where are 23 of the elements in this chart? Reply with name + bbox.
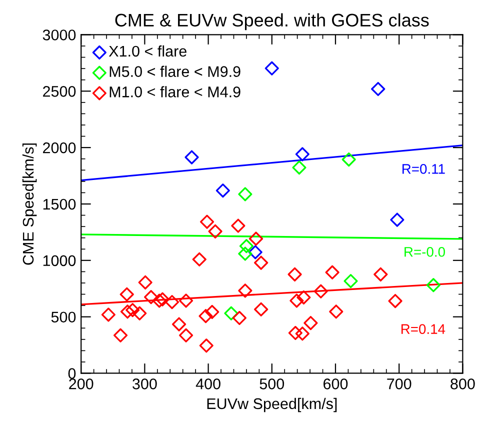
legend-label: M5.0 < flare < M9.9 bbox=[110, 66, 240, 77]
chart-title: CME & EUVw Speed. with GOES class bbox=[115, 13, 429, 30]
x-tick-label: 700 bbox=[387, 378, 412, 390]
x-axis-title: EUVw Speed[km/s] bbox=[207, 398, 337, 412]
annotation: R=-0.0 bbox=[404, 246, 445, 257]
y-axis-title: CME Speed[km/s] bbox=[22, 144, 37, 265]
x-tick-label: 500 bbox=[260, 378, 284, 390]
x-tick-label: 400 bbox=[196, 378, 220, 390]
y-tick-label: 3000 bbox=[42, 30, 76, 40]
legend-label: M1.0 < flare < M4.9 bbox=[110, 86, 240, 98]
annotation: R=0.14 bbox=[401, 324, 446, 334]
x-tick-label: 200 bbox=[69, 378, 94, 390]
x-tick-label: 800 bbox=[450, 378, 475, 390]
y-tick-label: 2000 bbox=[43, 142, 76, 154]
y-tick-label: 2500 bbox=[43, 86, 76, 97]
y-tick-label: 1500 bbox=[43, 198, 76, 210]
legend-label: X1.0 < flare bbox=[108, 45, 186, 57]
y-tick-label: 0 bbox=[68, 368, 76, 379]
y-tick-label: 500 bbox=[51, 312, 76, 323]
x-tick-label: 600 bbox=[324, 378, 348, 390]
y-tick-label: 1000 bbox=[43, 255, 76, 266]
annotation: R=0.11 bbox=[402, 164, 445, 174]
x-tick-label: 300 bbox=[132, 378, 157, 390]
